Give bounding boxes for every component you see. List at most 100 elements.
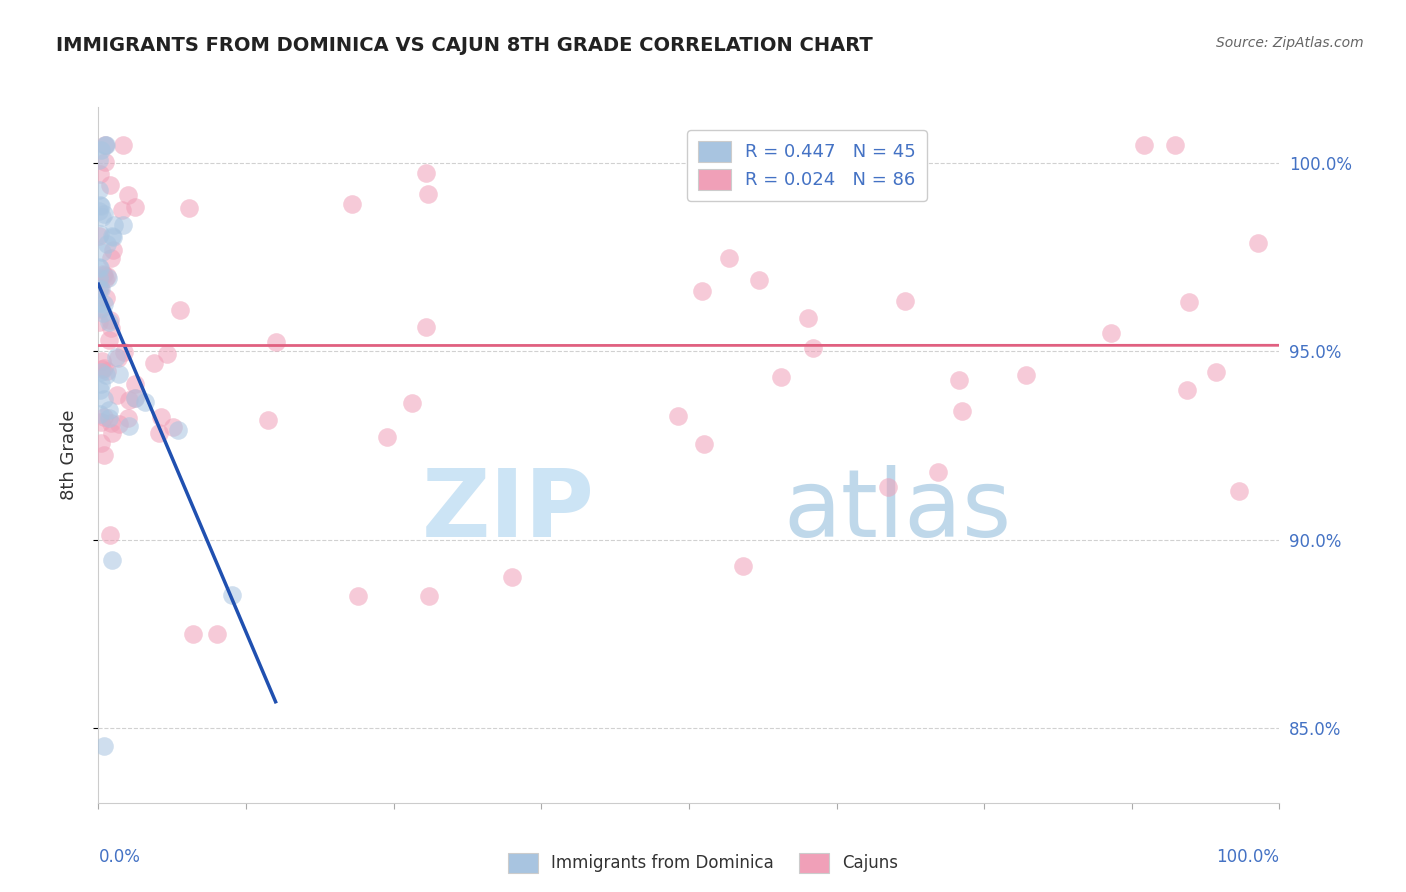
- Point: [90, 376, 112, 391]
- Point: [87, 203, 110, 218]
- Point: [89, 260, 111, 275]
- Point: [98, 410, 121, 425]
- Point: [89, 183, 111, 197]
- Point: [98, 528, 121, 542]
- Point: [91, 245, 114, 260]
- Point: [93, 392, 115, 407]
- Point: [117, 188, 139, 202]
- Point: [94, 137, 117, 152]
- Point: [90, 415, 112, 429]
- Point: [98, 178, 121, 193]
- Point: [501, 570, 523, 584]
- Point: [93, 268, 115, 283]
- Point: [347, 589, 370, 603]
- Point: [118, 392, 141, 407]
- Point: [134, 395, 156, 409]
- Point: [169, 302, 191, 317]
- Text: atlas: atlas: [783, 465, 1012, 557]
- Point: [778, 159, 800, 173]
- Point: [162, 420, 184, 434]
- Text: ZIP: ZIP: [422, 465, 595, 557]
- Point: [1015, 368, 1038, 382]
- Point: [96, 269, 118, 284]
- Point: [90, 301, 112, 315]
- Point: [221, 588, 243, 602]
- Point: [112, 345, 135, 359]
- Point: [124, 391, 146, 405]
- Point: [112, 218, 135, 232]
- Point: [801, 341, 824, 355]
- Point: [1247, 235, 1270, 250]
- Point: [108, 368, 131, 382]
- Text: 0.0%: 0.0%: [98, 848, 141, 866]
- Legend: R = 0.447   N = 45, R = 0.024   N = 86: R = 0.447 N = 45, R = 0.024 N = 86: [688, 130, 927, 201]
- Point: [98, 403, 121, 417]
- Point: [876, 479, 898, 493]
- Point: [100, 321, 122, 335]
- Point: [93, 272, 115, 286]
- Point: [89, 153, 111, 167]
- Point: [90, 282, 112, 296]
- Point: [91, 361, 114, 376]
- Point: [762, 146, 785, 161]
- Point: [155, 347, 177, 361]
- Point: [418, 589, 440, 603]
- Point: [264, 335, 287, 350]
- Point: [690, 284, 713, 298]
- Text: IMMIGRANTS FROM DOMINICA VS CAJUN 8TH GRADE CORRELATION CHART: IMMIGRANTS FROM DOMINICA VS CAJUN 8TH GR…: [56, 36, 873, 54]
- Point: [89, 227, 111, 241]
- Point: [89, 198, 111, 212]
- Point: [150, 409, 173, 424]
- Point: [205, 626, 228, 640]
- Point: [90, 365, 112, 379]
- Y-axis label: 8th Grade: 8th Grade: [59, 409, 77, 500]
- Point: [87, 260, 110, 274]
- Point: [256, 413, 278, 427]
- Point: [1205, 365, 1227, 379]
- Point: [90, 143, 112, 157]
- Point: [104, 350, 127, 364]
- Point: [124, 200, 146, 214]
- Point: [97, 271, 120, 285]
- Point: [93, 360, 115, 375]
- Point: [105, 388, 128, 402]
- Point: [87, 229, 110, 244]
- Point: [401, 396, 423, 410]
- Text: Source: ZipAtlas.com: Source: ZipAtlas.com: [1216, 36, 1364, 50]
- Point: [90, 210, 112, 224]
- Point: [111, 203, 134, 218]
- Point: [103, 244, 125, 258]
- Point: [100, 252, 122, 266]
- Point: [93, 297, 115, 311]
- Point: [717, 251, 740, 265]
- Point: [148, 425, 170, 440]
- Point: [1164, 137, 1187, 152]
- Point: [796, 311, 818, 326]
- Point: [89, 282, 111, 296]
- Point: [893, 293, 915, 308]
- Point: [89, 383, 111, 397]
- Point: [415, 320, 437, 334]
- Point: [90, 301, 112, 316]
- Point: [97, 315, 120, 329]
- Point: [415, 166, 437, 180]
- Point: [100, 229, 122, 244]
- Point: [100, 416, 122, 430]
- Point: [98, 312, 121, 326]
- Point: [142, 356, 165, 370]
- Point: [769, 370, 792, 384]
- Point: [733, 559, 755, 574]
- Point: [90, 199, 112, 213]
- Point: [93, 448, 115, 462]
- Point: [375, 429, 398, 443]
- Point: [177, 201, 200, 215]
- Point: [112, 137, 135, 152]
- Point: [89, 271, 111, 285]
- Point: [167, 423, 190, 437]
- Point: [948, 373, 970, 387]
- Point: [93, 267, 115, 281]
- Point: [93, 739, 115, 754]
- Point: [1132, 137, 1154, 152]
- Point: [748, 273, 770, 287]
- Point: [90, 435, 112, 450]
